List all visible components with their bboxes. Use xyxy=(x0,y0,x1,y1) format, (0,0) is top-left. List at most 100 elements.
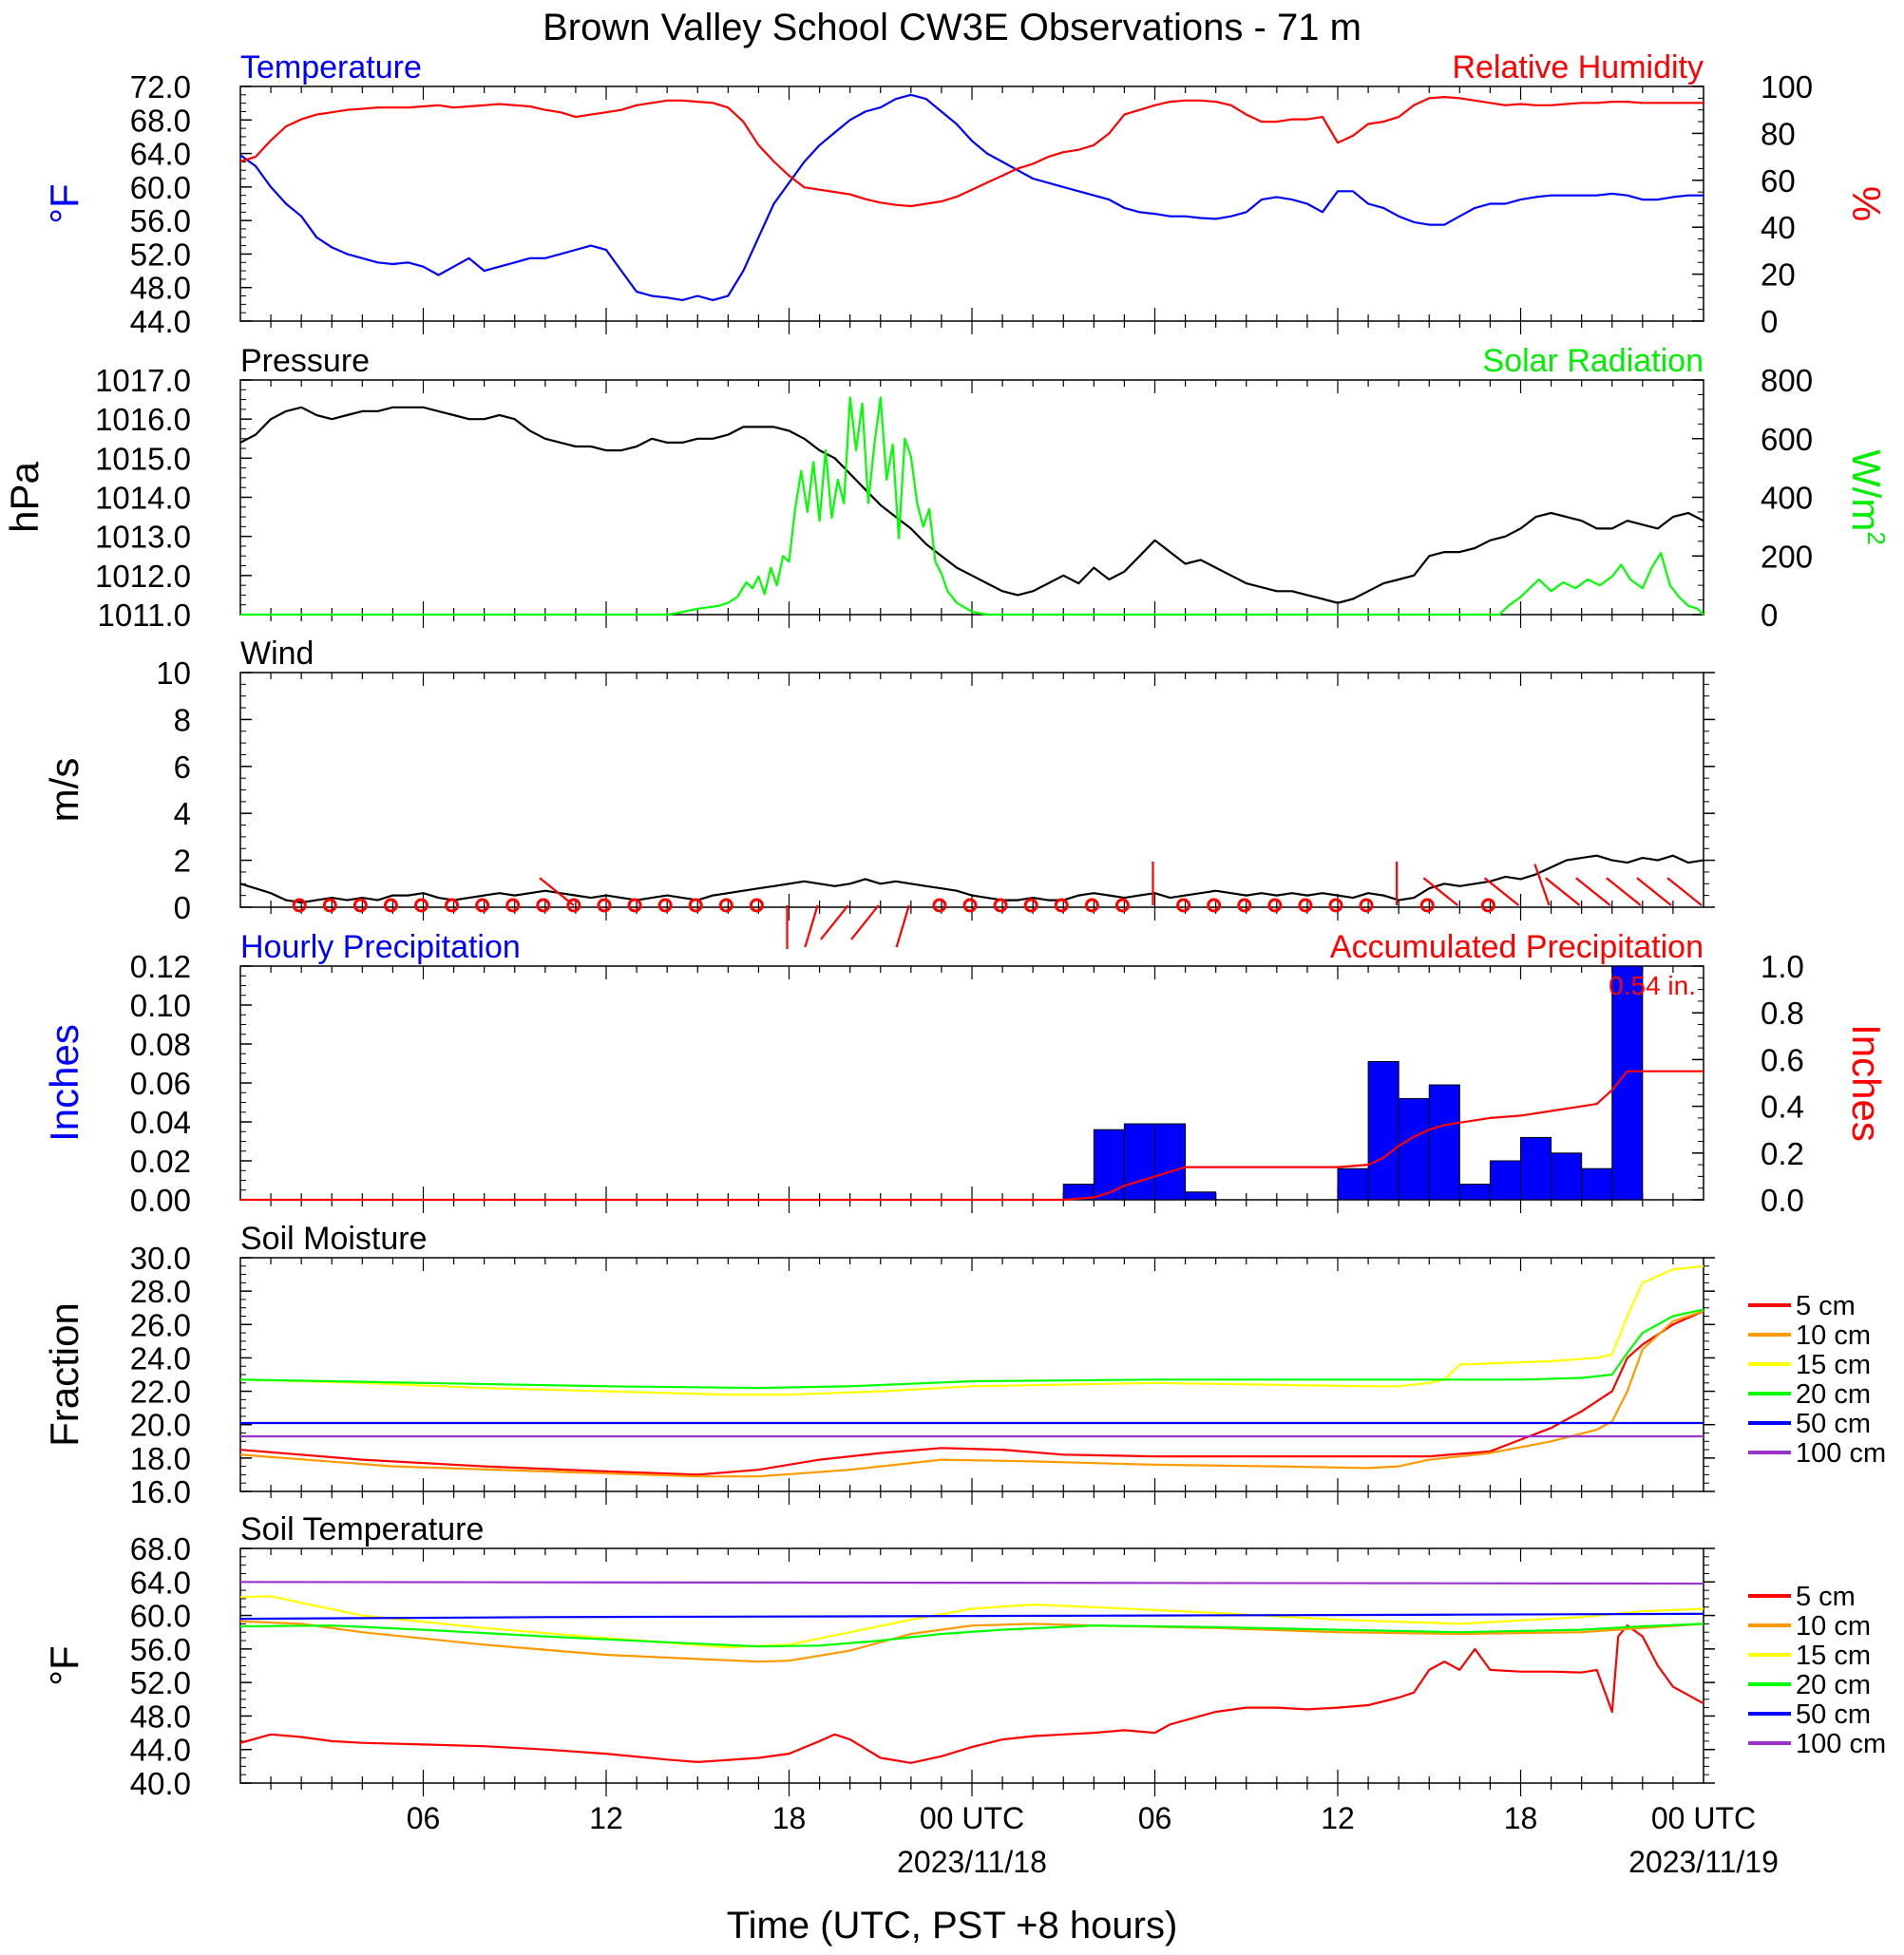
wind-calm-marker xyxy=(1298,898,1313,913)
panel-left-title: Soil Temperature xyxy=(240,1511,484,1547)
right-tick-label: 1.0 xyxy=(1761,949,1804,984)
panel-left-title: Wind xyxy=(240,636,314,672)
left-tick-label: 44.0 xyxy=(130,1733,191,1768)
panel-left-title: Soil Moisture xyxy=(240,1221,428,1257)
series-line-5-cm xyxy=(239,1624,1704,1764)
panel-right-title: Accumulated Precipitation xyxy=(1330,929,1704,965)
series-line-wind-speed xyxy=(239,854,1704,904)
wind-barb xyxy=(1422,877,1459,906)
right-unit-label: W/m2 xyxy=(1844,449,1891,545)
panel-left-title: Hourly Precipitation xyxy=(240,929,521,965)
x-tick-label: 18 xyxy=(1504,1801,1538,1835)
left-tick-label: 0.02 xyxy=(130,1144,191,1179)
left-tick-label: 64.0 xyxy=(130,1565,191,1600)
x-tick-label: 06 xyxy=(1138,1801,1172,1835)
legend-label: 50 cm xyxy=(1796,1699,1871,1730)
figure-title: Brown Valley School CW3E Observations - … xyxy=(543,7,1361,48)
right-tick-label: 0.4 xyxy=(1761,1090,1804,1125)
legend-label: 50 cm xyxy=(1796,1409,1871,1439)
left-tick-label: 52.0 xyxy=(130,1665,191,1700)
wind-calm-marker xyxy=(1023,898,1038,913)
panel-left-title: Temperature xyxy=(240,49,422,85)
x-tick-label: 18 xyxy=(772,1801,807,1835)
left-tick-label: 24.0 xyxy=(130,1340,191,1376)
left-unit-label: hPa xyxy=(2,461,47,532)
x-date-label: 2023/11/18 xyxy=(897,1845,1047,1879)
wind-calm-marker xyxy=(1176,898,1191,913)
legend-label: 20 cm xyxy=(1796,1379,1871,1410)
series-line-20-cm xyxy=(239,1308,1704,1390)
series-line-100-cm xyxy=(239,1581,1704,1585)
wind-calm-marker xyxy=(749,898,764,913)
wind-calm-marker xyxy=(597,898,612,913)
plot-frame xyxy=(239,379,1704,616)
left-tick-label: 0.06 xyxy=(130,1066,191,1101)
left-tick-label: 1015.0 xyxy=(95,441,191,476)
precip-bar xyxy=(1520,1136,1552,1201)
wind-calm-marker xyxy=(1359,898,1374,913)
wind-calm-marker xyxy=(1084,898,1099,913)
left-tick-label: 0.12 xyxy=(130,949,191,984)
series-line-pressure xyxy=(239,406,1704,604)
left-tick-label: 26.0 xyxy=(130,1307,191,1342)
left-tick-label: 48.0 xyxy=(130,271,191,306)
panel-soil_moisture: 30.028.026.024.022.020.018.016.0 Soil Moi… xyxy=(42,1221,1886,1509)
left-tick-label: 16.0 xyxy=(130,1474,191,1509)
right-tick-label: 200 xyxy=(1761,539,1813,574)
wind-barb xyxy=(804,904,819,948)
series-line-relative-humidity xyxy=(239,96,1704,208)
series-line-temperature xyxy=(239,93,1704,301)
wind-barb xyxy=(1666,877,1703,906)
wind-calm-marker xyxy=(536,898,551,913)
right-tick-label: 800 xyxy=(1761,363,1813,398)
x-tick-label: 00 UTC xyxy=(920,1801,1024,1835)
left-tick-label: 22.0 xyxy=(130,1375,191,1410)
left-tick-label: 52.0 xyxy=(130,237,191,272)
panel-right-title: Relative Humidity xyxy=(1452,49,1704,85)
wind-calm-marker xyxy=(1419,898,1435,913)
wind-barb xyxy=(1545,877,1581,906)
right-unit-superscript: 2 xyxy=(1862,531,1891,544)
legend-label: 5 cm xyxy=(1796,1291,1856,1321)
legend-label: 100 cm xyxy=(1796,1438,1886,1469)
wind-calm-marker xyxy=(627,898,642,913)
wind-calm-marker xyxy=(475,898,490,913)
wind-calm-marker xyxy=(1237,898,1252,913)
plot-frame xyxy=(239,85,1704,322)
panel-right-title: Solar Radiation xyxy=(1483,343,1704,379)
panel-precip: 0.12 0.10 0.08 0.06 0.04 0.02 0.00 1.0 0.8 0.6 0.4… xyxy=(42,929,1889,1218)
series-line-10-cm xyxy=(239,1310,1704,1478)
wind-calm-marker xyxy=(1114,898,1130,913)
wind-calm-marker xyxy=(352,898,368,913)
right-tick-label: 600 xyxy=(1761,422,1813,457)
legend-label: 20 cm xyxy=(1796,1670,1871,1700)
right-tick-label: 400 xyxy=(1761,481,1813,516)
left-tick-label: 68.0 xyxy=(130,1531,191,1566)
precip-bar xyxy=(1489,1160,1521,1201)
wind-barb xyxy=(820,904,849,940)
legend-label: 10 cm xyxy=(1796,1320,1871,1351)
series-line-15-cm xyxy=(239,1264,1704,1396)
left-tick-label: 10 xyxy=(156,655,191,691)
wind-calm-marker xyxy=(962,898,978,913)
wind-barb xyxy=(1483,877,1520,906)
series-line-50-cm xyxy=(239,1612,1704,1621)
wind-calm-marker xyxy=(1207,898,1222,913)
precip-bar xyxy=(1093,1129,1125,1201)
panel-temp_rh: 72.068.064.060.056.052.048.044.0 100 80 60 4… xyxy=(42,49,1889,339)
left-tick-label: 60.0 xyxy=(130,1599,191,1634)
precip-bar xyxy=(1581,1167,1613,1201)
legend-label: 15 cm xyxy=(1796,1350,1871,1380)
wind-calm-marker xyxy=(1267,898,1283,913)
right-tick-label: 0 xyxy=(1761,304,1778,339)
wind-calm-marker xyxy=(566,898,581,913)
wind-barb xyxy=(850,904,880,940)
wind-calm-marker xyxy=(657,898,673,913)
wind-calm-marker xyxy=(1328,898,1343,913)
left-tick-label: 18.0 xyxy=(130,1441,191,1476)
left-tick-label: 2 xyxy=(174,844,191,879)
wind-barb xyxy=(1636,877,1672,906)
left-tick-label: 64.0 xyxy=(130,137,191,172)
wind-calm-marker xyxy=(718,898,733,913)
accumulated-annotation: 0.54 in. xyxy=(1609,971,1696,1000)
